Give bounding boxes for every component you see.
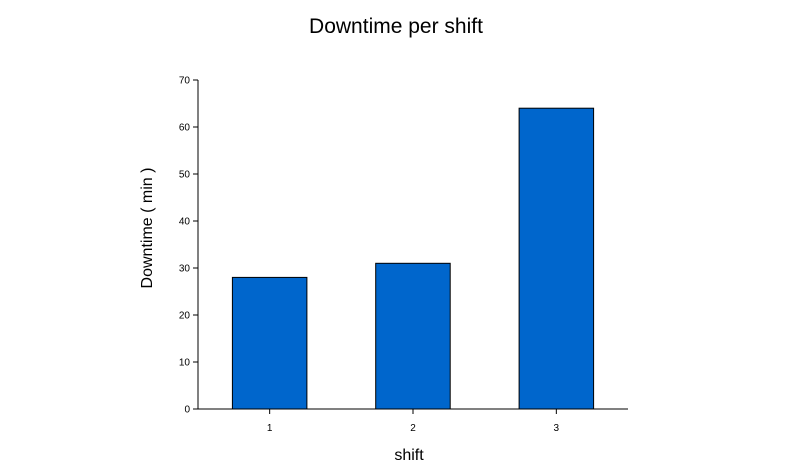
chart-title: Downtime per shift bbox=[309, 15, 483, 38]
y-tick-label: 50 bbox=[179, 170, 191, 181]
y-tick-label: 0 bbox=[184, 405, 190, 416]
y-tick-label: 60 bbox=[179, 123, 191, 134]
bar-shift-1 bbox=[231, 276, 308, 410]
bars-group bbox=[231, 107, 595, 410]
y-axis: 0 10 20 30 40 50 60 70 bbox=[179, 76, 199, 416]
bar-shift-3 bbox=[518, 107, 595, 410]
bar-shift-2 bbox=[375, 262, 451, 410]
y-tick-label: 10 bbox=[179, 358, 191, 369]
y-tick-label: 70 bbox=[179, 76, 191, 87]
y-tick-label: 20 bbox=[179, 311, 191, 322]
x-tick-label: 2 bbox=[410, 423, 416, 434]
y-axis-label: Downtime ( min ) bbox=[139, 168, 156, 289]
x-axis: 1 2 3 bbox=[198, 408, 628, 434]
y-tick-label: 40 bbox=[179, 217, 191, 228]
y-tick-label: 30 bbox=[179, 264, 191, 275]
x-tick-label: 1 bbox=[267, 423, 273, 434]
x-axis-label: shift bbox=[394, 447, 424, 464]
x-tick-label: 3 bbox=[554, 423, 560, 434]
